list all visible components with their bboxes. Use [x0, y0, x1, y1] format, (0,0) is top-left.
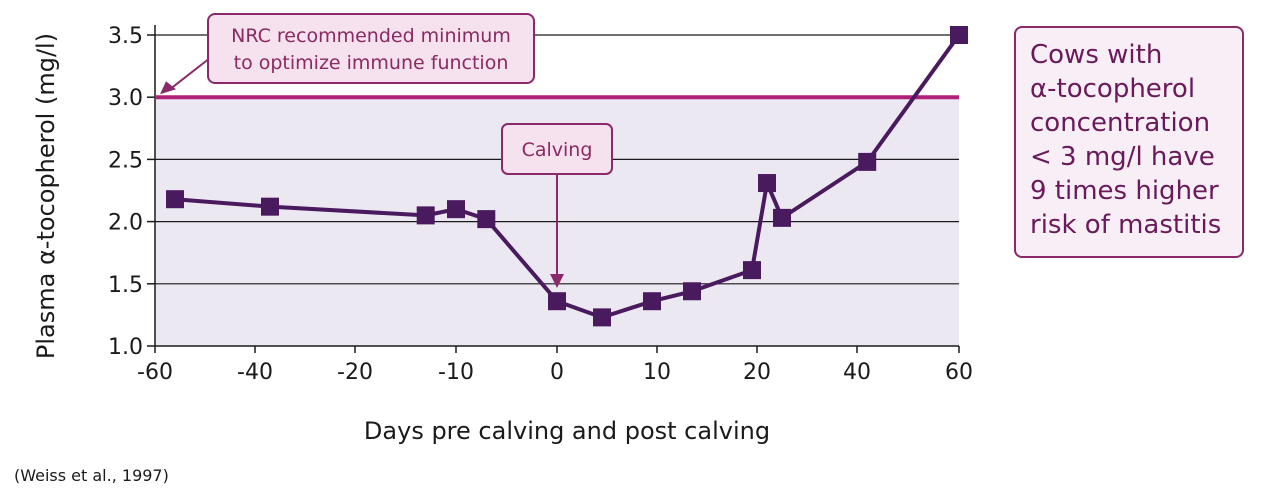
risk-note-box: Cows with α-tocopherol concentration < 3 mg…	[1014, 26, 1244, 258]
nrc-callout-line-1: NRC recommended minimum	[231, 25, 511, 47]
risk-note-line: 9 times higher	[1030, 176, 1219, 206]
x-tick-label: -10	[438, 360, 474, 385]
calving-callout-label: Calving	[522, 139, 593, 161]
y-tick-labels: 1.0 1.5 2.0 2.5 3.0 3.5	[108, 24, 143, 360]
y-tick-label: 1.5	[108, 273, 143, 298]
data-point	[477, 210, 496, 229]
risk-note-line: risk of mastitis	[1030, 210, 1222, 240]
x-tick-label: 20	[743, 360, 771, 385]
x-tick-labels: -60 -40 -20 -10 0 10 20 40 60	[137, 346, 973, 385]
nrc-arrow	[169, 57, 211, 90]
risk-note-line: α-tocopherol	[1030, 74, 1196, 104]
data-point	[593, 308, 611, 327]
y-tick-label: 3.5	[108, 24, 143, 49]
y-tick-label: 3.0	[108, 86, 143, 111]
calving-callout: Calving	[501, 123, 613, 288]
x-tick-label: -40	[237, 360, 273, 385]
nrc-callout-line-2: to optimize immune function	[234, 52, 509, 74]
nrc-callout-box	[207, 13, 535, 84]
data-point	[950, 26, 968, 44]
data-point	[758, 174, 776, 193]
risk-note-line: < 3 mg/l have	[1030, 142, 1215, 172]
nrc-callout: NRC recommended minimum to optimize immu…	[160, 13, 535, 95]
data-point	[683, 282, 701, 301]
risk-note-line: concentration	[1030, 108, 1211, 138]
x-tick-label: -20	[337, 360, 373, 385]
nrc-arrow-head	[160, 81, 176, 95]
x-axis-title: Days pre calving and post calving	[364, 417, 770, 445]
data-markers	[166, 26, 968, 327]
x-tick-label: 0	[550, 360, 564, 385]
data-point	[261, 197, 279, 216]
y-tick-label: 1.0	[108, 335, 143, 360]
data-point	[166, 190, 184, 209]
x-tick-label: 10	[643, 360, 671, 385]
y-axis-title: Plasma α-tocopherol (mg/l)	[32, 33, 60, 359]
x-tick-label: 40	[843, 360, 871, 385]
y-tick-label: 2.5	[108, 148, 143, 173]
data-point	[643, 292, 661, 311]
data-point	[858, 152, 877, 171]
x-tick-label: 60	[945, 360, 973, 385]
x-tick-label: -60	[137, 360, 173, 385]
risk-note-line: Cows with	[1030, 40, 1163, 70]
source-citation: (Weiss et al., 1997)	[14, 466, 169, 485]
data-point	[743, 261, 761, 280]
data-point	[773, 208, 791, 227]
y-tick-label: 2.0	[108, 211, 143, 236]
data-point	[447, 200, 465, 219]
data-point	[416, 206, 435, 225]
calving-arrow-head	[550, 274, 564, 288]
data-point	[548, 292, 566, 311]
